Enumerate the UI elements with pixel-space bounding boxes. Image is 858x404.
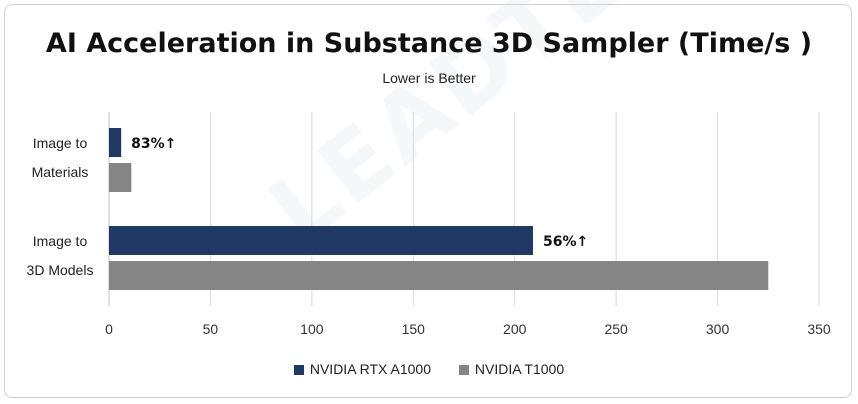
legend-swatch-a1000 bbox=[293, 365, 304, 375]
category-label-line1: Image to bbox=[33, 135, 88, 151]
x-tick-label: 0 bbox=[105, 321, 113, 337]
category-label-line2: Materials bbox=[32, 164, 89, 180]
bar-t1000-0 bbox=[109, 163, 132, 192]
chart-title: AI Acceleration in Substance 3D Sampler … bbox=[45, 28, 813, 59]
legend-item-a1000: NVIDIA RTX A1000 bbox=[293, 361, 431, 377]
x-tick-label: 250 bbox=[604, 321, 628, 337]
legend-label-a1000: NVIDIA RTX A1000 bbox=[309, 361, 431, 377]
x-tick-label: 350 bbox=[807, 321, 831, 337]
legend: NVIDIA RTX A1000 NVIDIA T1000 bbox=[0, 361, 858, 377]
bar-annotation-1: 56%↑ bbox=[543, 234, 588, 250]
x-tick-label: 200 bbox=[503, 321, 527, 337]
category-label-line1: Image to bbox=[33, 233, 88, 249]
x-tick-label: 50 bbox=[203, 321, 219, 337]
bar-a1000-0 bbox=[109, 128, 122, 157]
chart-frame bbox=[4, 4, 852, 398]
category-label-line2: 3D Models bbox=[27, 262, 94, 278]
bar-t1000-1 bbox=[109, 261, 769, 290]
bar-a1000-1 bbox=[109, 226, 533, 255]
x-tick-label: 150 bbox=[402, 321, 426, 337]
legend-label-t1000: NVIDIA T1000 bbox=[474, 361, 565, 377]
bar-annotation-0: 83%↑ bbox=[131, 136, 176, 152]
chart-subtitle: Lower is Better bbox=[382, 70, 476, 86]
x-tick-label: 300 bbox=[706, 321, 730, 337]
x-tick-label: 100 bbox=[300, 321, 324, 337]
legend-swatch-t1000 bbox=[458, 365, 469, 375]
legend-item-t1000: NVIDIA T1000 bbox=[458, 361, 565, 377]
